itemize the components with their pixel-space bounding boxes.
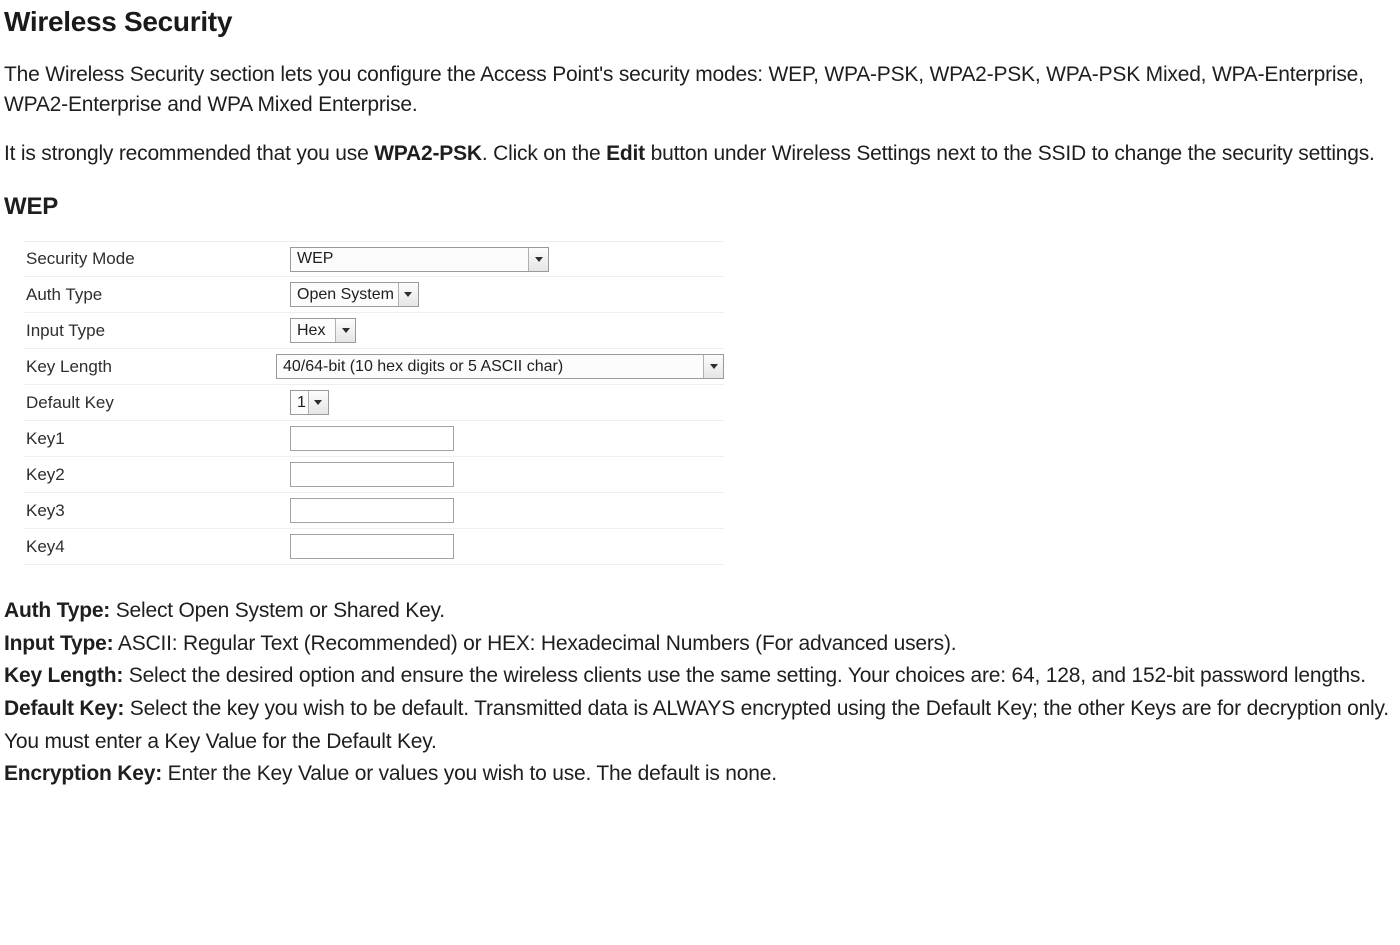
select-input-type[interactable]: Hex: [290, 318, 356, 343]
intro2-post: button under Wireless Settings next to t…: [645, 142, 1375, 165]
label-key2: Key2: [24, 465, 290, 485]
wep-heading: WEP: [4, 193, 1394, 221]
intro2-pre: It is strongly recommended that you use: [4, 142, 374, 165]
intro2-bold-edit: Edit: [606, 142, 645, 165]
intro2-mid: . Click on the: [482, 142, 606, 165]
row-auth-type: Auth Type Open System: [24, 277, 724, 313]
wep-form: Security Mode WEP Auth Type Open System …: [24, 241, 724, 565]
row-security-mode: Security Mode WEP: [24, 241, 724, 277]
input-key1[interactable]: [290, 426, 454, 451]
select-security-mode-value: WEP: [291, 250, 528, 268]
input-key2[interactable]: [290, 462, 454, 487]
row-key-length: Key Length 40/64-bit (10 hex digits or 5…: [24, 349, 724, 385]
label-auth-type: Auth Type: [24, 285, 290, 305]
chevron-down-icon: [308, 391, 328, 414]
label-key-length: Key Length: [24, 357, 276, 377]
select-default-key-value: 1: [291, 394, 308, 412]
desc-input-type: Input Type: ASCII: Regular Text (Recomme…: [4, 628, 1394, 661]
intro-paragraph-2: It is strongly recommended that you use …: [4, 139, 1394, 169]
wep-descriptions: Auth Type: Select Open System or Shared …: [4, 595, 1394, 790]
select-auth-type-value: Open System: [291, 286, 398, 304]
chevron-down-icon: [335, 319, 355, 342]
label-default-key: Default Key: [24, 393, 290, 413]
row-key3: Key3: [24, 493, 724, 529]
desc-encryption-key: Encryption Key: Enter the Key Value or v…: [4, 758, 1394, 791]
intro-paragraph-1: The Wireless Security section lets you c…: [4, 60, 1394, 121]
row-key1: Key1: [24, 421, 724, 457]
chevron-down-icon: [398, 283, 418, 306]
chevron-down-icon: [703, 355, 723, 378]
label-input-type: Input Type: [24, 321, 290, 341]
row-default-key: Default Key 1: [24, 385, 724, 421]
desc-key-length: Key Length: Select the desired option an…: [4, 660, 1394, 693]
input-key3[interactable]: [290, 498, 454, 523]
label-key4: Key4: [24, 537, 290, 557]
input-key4[interactable]: [290, 534, 454, 559]
row-input-type: Input Type Hex: [24, 313, 724, 349]
desc-auth-type: Auth Type: Select Open System or Shared …: [4, 595, 1394, 628]
label-security-mode: Security Mode: [24, 249, 290, 269]
select-default-key[interactable]: 1: [290, 390, 329, 415]
row-key2: Key2: [24, 457, 724, 493]
page-title: Wireless Security: [4, 6, 1394, 38]
row-key4: Key4: [24, 529, 724, 565]
label-key3: Key3: [24, 501, 290, 521]
select-security-mode[interactable]: WEP: [290, 247, 549, 272]
select-input-type-value: Hex: [291, 322, 335, 340]
intro2-bold-wpa2psk: WPA2-PSK: [374, 142, 482, 165]
select-key-length[interactable]: 40/64-bit (10 hex digits or 5 ASCII char…: [276, 354, 724, 379]
label-key1: Key1: [24, 429, 290, 449]
select-auth-type[interactable]: Open System: [290, 282, 419, 307]
select-key-length-value: 40/64-bit (10 hex digits or 5 ASCII char…: [277, 358, 703, 376]
desc-default-key: Default Key: Select the key you wish to …: [4, 693, 1394, 758]
chevron-down-icon: [528, 248, 548, 271]
